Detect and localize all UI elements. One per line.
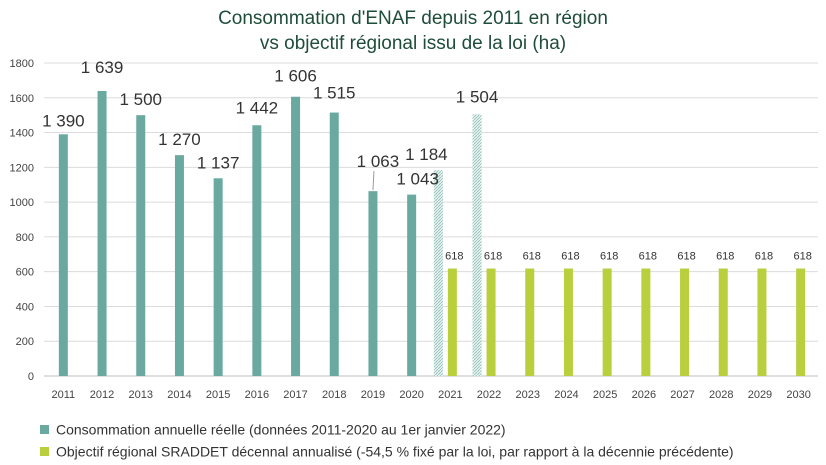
x-tick-label: 2028 xyxy=(709,389,733,401)
bar-real xyxy=(58,134,68,376)
bar-real xyxy=(291,96,301,377)
bar-target xyxy=(602,268,612,376)
bar-real xyxy=(97,90,107,377)
bar-real xyxy=(407,194,417,376)
data-label-target: 618 xyxy=(484,251,502,263)
legend-item-target: Objectif régional SRADDET décennal annua… xyxy=(40,442,734,459)
legend-swatch-real xyxy=(40,424,49,434)
data-label-target: 618 xyxy=(677,251,695,263)
y-tick-label: 1600 xyxy=(10,93,34,105)
leader-line xyxy=(372,171,375,191)
bar-real xyxy=(213,178,223,376)
bar-target xyxy=(486,268,496,376)
x-tick-label: 2014 xyxy=(167,389,191,401)
bar-real xyxy=(174,155,184,376)
x-tick-label: 2019 xyxy=(361,389,385,401)
x-tick-label: 2027 xyxy=(670,389,694,401)
y-tick-label: 1400 xyxy=(10,128,34,140)
bar-target xyxy=(757,268,767,376)
data-label-real: 1 043 xyxy=(396,170,439,189)
bar-target xyxy=(680,268,690,376)
bar-real xyxy=(329,112,339,376)
x-tick-label: 2021 xyxy=(438,389,462,401)
y-tick-label: 1800 xyxy=(10,58,34,70)
x-tick-label: 2025 xyxy=(593,389,617,401)
data-label-target: 618 xyxy=(445,251,463,263)
data-label-target: 618 xyxy=(639,251,657,263)
x-tick-label: 2026 xyxy=(632,389,656,401)
data-label-real: 1 270 xyxy=(158,130,201,149)
chart-title: Consommation d'ENAF depuis 2011 en régio… xyxy=(0,6,826,56)
legend-item-real: Consommation annuelle réelle (données 20… xyxy=(40,420,506,437)
y-tick-label: 800 xyxy=(16,232,34,244)
x-tick-label: 2024 xyxy=(554,389,578,401)
data-label-real: 1 515 xyxy=(313,84,356,103)
data-label-real: 1 500 xyxy=(119,90,162,109)
y-tick-label: 400 xyxy=(16,301,34,313)
legend-label-target: Objectif régional SRADDET décennal annua… xyxy=(56,443,734,460)
x-tick-label: 2030 xyxy=(786,389,810,401)
bar-real xyxy=(252,125,262,376)
bar-real xyxy=(433,170,443,376)
x-tick-label: 2012 xyxy=(90,389,114,401)
bar-real xyxy=(368,191,378,376)
bar-target xyxy=(525,268,535,376)
data-label-real: 1 390 xyxy=(42,111,85,130)
x-tick-label: 2020 xyxy=(399,389,423,401)
data-label-target: 618 xyxy=(716,251,734,263)
data-label-real: 1 063 xyxy=(357,152,400,171)
bar-real xyxy=(136,115,146,377)
data-label-target: 618 xyxy=(600,251,618,263)
y-tick-label: 0 xyxy=(28,371,34,383)
x-tick-label: 2022 xyxy=(477,389,501,401)
legend-label-real: Consommation annuelle réelle (données 20… xyxy=(56,421,506,438)
data-label-target: 618 xyxy=(561,251,579,263)
x-tick-label: 2018 xyxy=(322,389,346,401)
data-label-real: 1 184 xyxy=(405,145,448,164)
x-tick-label: 2017 xyxy=(283,389,307,401)
bar-target xyxy=(563,268,573,376)
x-tick-label: 2013 xyxy=(129,389,153,401)
y-tick-label: 200 xyxy=(16,336,34,348)
x-tick-label: 2011 xyxy=(52,389,76,401)
data-label-real: 1 442 xyxy=(236,98,279,117)
bar-target xyxy=(447,268,457,376)
data-label-target: 618 xyxy=(793,251,811,263)
bar-target xyxy=(641,268,651,376)
chart-title-line-1: Consommation d'ENAF depuis 2011 en régio… xyxy=(218,8,608,29)
bar-real xyxy=(472,114,482,377)
data-label-target: 618 xyxy=(755,251,773,263)
x-tick-label: 2029 xyxy=(748,389,772,401)
x-tick-label: 2016 xyxy=(245,389,269,401)
data-label-real: 1 137 xyxy=(197,153,240,172)
y-tick-label: 600 xyxy=(16,267,34,279)
data-label-target: 618 xyxy=(523,251,541,263)
bar-target xyxy=(796,268,806,376)
data-label-real: 1 504 xyxy=(456,87,499,106)
x-tick-label: 2015 xyxy=(206,389,230,401)
legend-swatch-target xyxy=(40,446,49,456)
chart-title-line-2: vs objectif régional issu de la loi (ha) xyxy=(259,33,567,54)
data-label-real: 1 606 xyxy=(274,67,317,86)
data-label-real: 1 639 xyxy=(81,58,124,77)
x-tick-label: 2023 xyxy=(516,389,540,401)
y-tick-label: 1000 xyxy=(10,197,34,209)
bar-target xyxy=(718,268,728,376)
y-tick-label: 1200 xyxy=(10,162,34,174)
